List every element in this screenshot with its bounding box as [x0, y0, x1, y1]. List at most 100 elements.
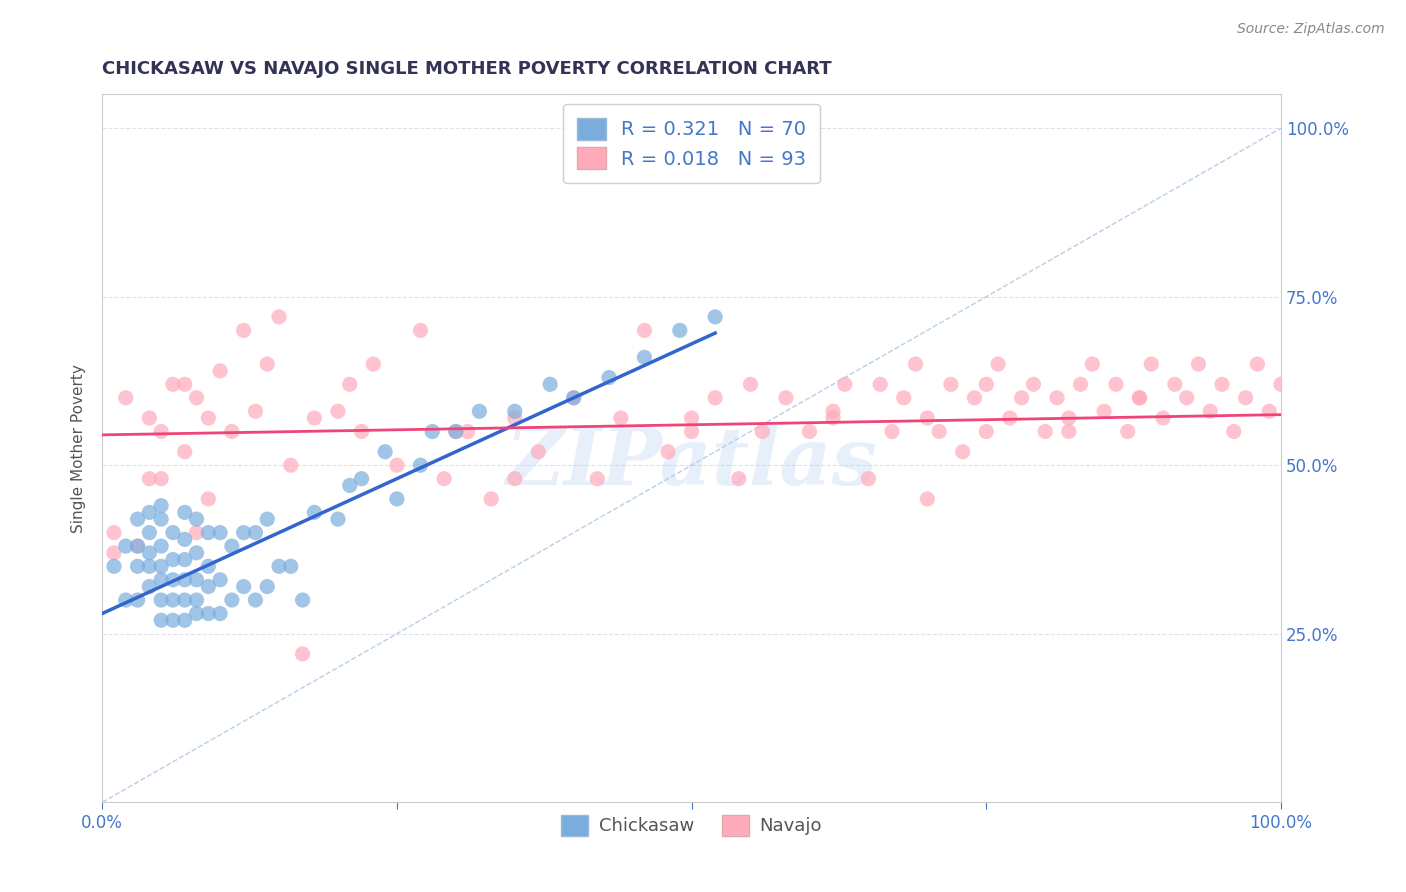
Chickasaw	[221, 539, 243, 553]
Navajo	[103, 525, 125, 540]
Chickasaw	[186, 512, 208, 526]
Navajo	[1211, 377, 1233, 392]
Chickasaw	[538, 377, 561, 392]
Chickasaw	[173, 552, 195, 566]
Chickasaw	[127, 512, 149, 526]
Chickasaw	[420, 425, 443, 439]
Navajo	[1128, 391, 1150, 405]
Navajo	[727, 472, 749, 486]
Navajo	[834, 377, 856, 392]
Navajo	[1070, 377, 1092, 392]
Chickasaw	[232, 580, 254, 594]
Navajo	[963, 391, 986, 405]
Navajo	[610, 411, 633, 425]
Navajo	[127, 539, 149, 553]
Navajo	[1105, 377, 1128, 392]
Navajo	[150, 425, 173, 439]
Chickasaw	[304, 505, 326, 519]
Navajo	[974, 425, 997, 439]
Navajo	[197, 411, 219, 425]
Navajo	[103, 546, 125, 560]
Chickasaw	[326, 512, 349, 526]
Navajo	[444, 425, 467, 439]
Chickasaw	[162, 613, 184, 627]
Chickasaw	[186, 607, 208, 621]
Navajo	[681, 411, 703, 425]
Navajo	[1046, 391, 1069, 405]
Navajo	[197, 491, 219, 506]
Navajo	[998, 411, 1021, 425]
Chickasaw	[114, 539, 136, 553]
Chickasaw	[221, 593, 243, 607]
Navajo	[974, 377, 997, 392]
Chickasaw	[186, 546, 208, 560]
Chickasaw	[186, 573, 208, 587]
Navajo	[138, 472, 160, 486]
Navajo	[1116, 425, 1139, 439]
Chickasaw	[138, 505, 160, 519]
Navajo	[1164, 377, 1187, 392]
Chickasaw	[173, 573, 195, 587]
Navajo	[209, 364, 232, 378]
Navajo	[939, 377, 962, 392]
Navajo	[821, 411, 844, 425]
Navajo	[740, 377, 762, 392]
Chickasaw	[150, 499, 173, 513]
Chickasaw	[173, 505, 195, 519]
Navajo	[704, 391, 727, 405]
Chickasaw	[209, 607, 232, 621]
Navajo	[150, 472, 173, 486]
Chickasaw	[127, 539, 149, 553]
Chickasaw	[468, 404, 491, 418]
Navajo	[363, 357, 385, 371]
Navajo	[1092, 404, 1115, 418]
Chickasaw	[339, 478, 361, 492]
Chickasaw	[138, 546, 160, 560]
Chickasaw	[173, 533, 195, 547]
Chickasaw	[138, 525, 160, 540]
Chickasaw	[150, 539, 173, 553]
Navajo	[799, 425, 821, 439]
Chickasaw	[633, 351, 655, 365]
Chickasaw	[562, 391, 585, 405]
Chickasaw	[245, 593, 267, 607]
Navajo	[186, 391, 208, 405]
Text: ZIPatlas: ZIPatlas	[506, 424, 877, 501]
Chickasaw	[150, 613, 173, 627]
Chickasaw	[197, 525, 219, 540]
Chickasaw	[150, 512, 173, 526]
Navajo	[503, 472, 526, 486]
Navajo	[385, 458, 408, 473]
Navajo	[173, 444, 195, 458]
Navajo	[821, 404, 844, 418]
Navajo	[586, 472, 609, 486]
Chickasaw	[350, 472, 373, 486]
Navajo	[267, 310, 290, 324]
Chickasaw	[162, 573, 184, 587]
Chickasaw	[150, 573, 173, 587]
Navajo	[503, 411, 526, 425]
Navajo	[657, 444, 679, 458]
Navajo	[1175, 391, 1198, 405]
Navajo	[245, 404, 267, 418]
Chickasaw	[209, 525, 232, 540]
Navajo	[138, 411, 160, 425]
Navajo	[562, 391, 585, 405]
Navajo	[1199, 404, 1222, 418]
Navajo	[1057, 411, 1080, 425]
Chickasaw	[232, 525, 254, 540]
Chickasaw	[150, 593, 173, 607]
Navajo	[1011, 391, 1033, 405]
Navajo	[775, 391, 797, 405]
Chickasaw	[127, 559, 149, 574]
Navajo	[1258, 404, 1281, 418]
Navajo	[433, 472, 456, 486]
Chickasaw	[162, 552, 184, 566]
Navajo	[952, 444, 974, 458]
Chickasaw	[668, 323, 690, 337]
Chickasaw	[444, 425, 467, 439]
Chickasaw	[162, 525, 184, 540]
Chickasaw	[291, 593, 314, 607]
Chickasaw	[256, 580, 278, 594]
Navajo	[339, 377, 361, 392]
